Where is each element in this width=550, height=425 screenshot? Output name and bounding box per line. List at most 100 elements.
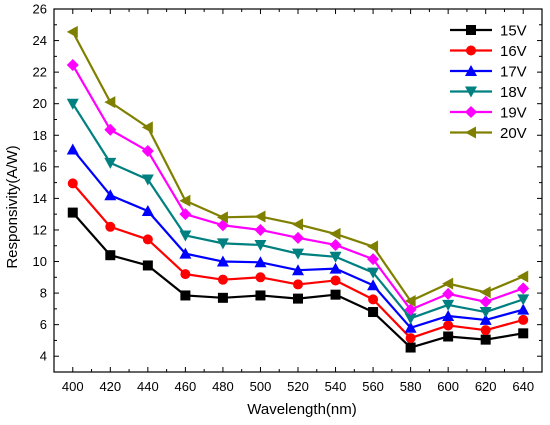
data-point bbox=[292, 248, 304, 260]
series-3 bbox=[66, 98, 530, 325]
data-point bbox=[443, 320, 454, 331]
legend-item: 20V bbox=[450, 125, 527, 142]
data-point bbox=[517, 303, 530, 315]
data-point bbox=[217, 292, 228, 303]
y-tick-label: 22 bbox=[33, 65, 47, 80]
data-point bbox=[216, 255, 229, 267]
data-point bbox=[66, 98, 79, 110]
data-point bbox=[367, 279, 380, 291]
y-tick-label: 26 bbox=[33, 2, 47, 17]
x-tick-label: 580 bbox=[400, 379, 422, 394]
data-point bbox=[404, 313, 417, 325]
data-point bbox=[293, 279, 303, 290]
x-tick-label: 440 bbox=[137, 379, 159, 394]
data-point bbox=[404, 303, 417, 316]
data-point bbox=[442, 309, 455, 321]
legend-label: 15V bbox=[500, 23, 527, 40]
y-tick-label: 6 bbox=[40, 317, 47, 332]
series-1 bbox=[67, 178, 529, 344]
data-point bbox=[179, 247, 192, 259]
data-point bbox=[105, 250, 116, 261]
data-point bbox=[142, 260, 153, 271]
legend-marker bbox=[466, 25, 476, 35]
data-point bbox=[517, 270, 529, 283]
data-point bbox=[330, 275, 341, 286]
x-tick-label: 560 bbox=[362, 379, 384, 394]
data-point bbox=[104, 157, 117, 169]
data-point bbox=[180, 269, 191, 280]
legend: 15V 16V 17V 18V 19V 20V bbox=[450, 23, 527, 142]
legend-marker bbox=[466, 45, 476, 56]
legend-item: 17V bbox=[450, 64, 527, 81]
data-point bbox=[329, 227, 341, 240]
legend-item: 16V bbox=[450, 43, 527, 60]
data-point bbox=[367, 240, 379, 253]
data-point bbox=[254, 239, 267, 251]
y-tick-label: 20 bbox=[33, 96, 47, 111]
series-5 bbox=[66, 25, 529, 307]
data-point bbox=[442, 287, 455, 300]
data-point bbox=[141, 205, 154, 217]
data-point bbox=[180, 290, 191, 301]
y-tick-label: 16 bbox=[33, 159, 47, 174]
data-point bbox=[479, 313, 492, 325]
data-point bbox=[292, 264, 304, 276]
legend-item: 19V bbox=[450, 105, 527, 122]
data-point bbox=[179, 230, 192, 242]
x-tick-label: 420 bbox=[99, 379, 121, 394]
data-point bbox=[104, 123, 117, 136]
series-0 bbox=[67, 207, 529, 353]
data-point bbox=[141, 174, 154, 186]
y-tick-label: 10 bbox=[33, 254, 47, 269]
data-point bbox=[479, 307, 492, 319]
data-point bbox=[518, 328, 529, 339]
x-tick-label: 600 bbox=[437, 379, 459, 394]
x-tick-label: 500 bbox=[250, 379, 272, 394]
y-tick-label: 4 bbox=[40, 349, 47, 364]
data-point bbox=[293, 293, 303, 304]
data-point bbox=[480, 325, 491, 336]
series-line bbox=[71, 182, 524, 340]
legend-marker bbox=[465, 126, 476, 139]
data-point bbox=[404, 321, 417, 333]
x-axis-title: Wavelength(nm) bbox=[247, 401, 356, 418]
axis-ticks: 400 420 440 460 480 500 520 540 560 580 600 620 6404… bbox=[33, 2, 542, 394]
x-tick-label: 460 bbox=[175, 379, 197, 394]
series-2 bbox=[66, 143, 530, 333]
x-tick-label: 520 bbox=[287, 379, 309, 394]
data-point bbox=[216, 211, 228, 224]
data-point bbox=[442, 299, 455, 311]
data-point bbox=[479, 295, 492, 308]
data-point bbox=[517, 282, 530, 295]
data-point bbox=[104, 189, 117, 201]
y-tick-label: 8 bbox=[40, 286, 47, 301]
legend-item: 18V bbox=[450, 84, 527, 101]
data-point bbox=[442, 277, 454, 290]
data-series bbox=[66, 25, 530, 353]
data-point bbox=[217, 274, 228, 285]
data-point bbox=[216, 238, 229, 250]
data-point bbox=[329, 251, 342, 263]
series-4 bbox=[66, 59, 530, 316]
data-point bbox=[517, 294, 530, 306]
data-point bbox=[254, 223, 267, 236]
data-point bbox=[292, 231, 304, 244]
y-tick-label: 12 bbox=[33, 222, 47, 237]
data-point bbox=[67, 178, 78, 189]
data-point bbox=[368, 307, 379, 318]
series-line bbox=[71, 31, 524, 303]
data-point bbox=[367, 267, 380, 279]
legend-marker bbox=[465, 86, 477, 98]
x-tick-label: 620 bbox=[475, 379, 497, 394]
legend-marker bbox=[465, 65, 477, 76]
x-tick-label: 540 bbox=[325, 379, 347, 394]
y-tick-label: 18 bbox=[33, 128, 47, 143]
y-tick-label: 24 bbox=[33, 33, 47, 48]
data-point bbox=[141, 121, 153, 134]
legend-label: 20V bbox=[500, 125, 527, 142]
data-point bbox=[368, 294, 379, 305]
data-point bbox=[66, 25, 78, 38]
data-point bbox=[479, 286, 491, 299]
data-point bbox=[179, 208, 192, 221]
